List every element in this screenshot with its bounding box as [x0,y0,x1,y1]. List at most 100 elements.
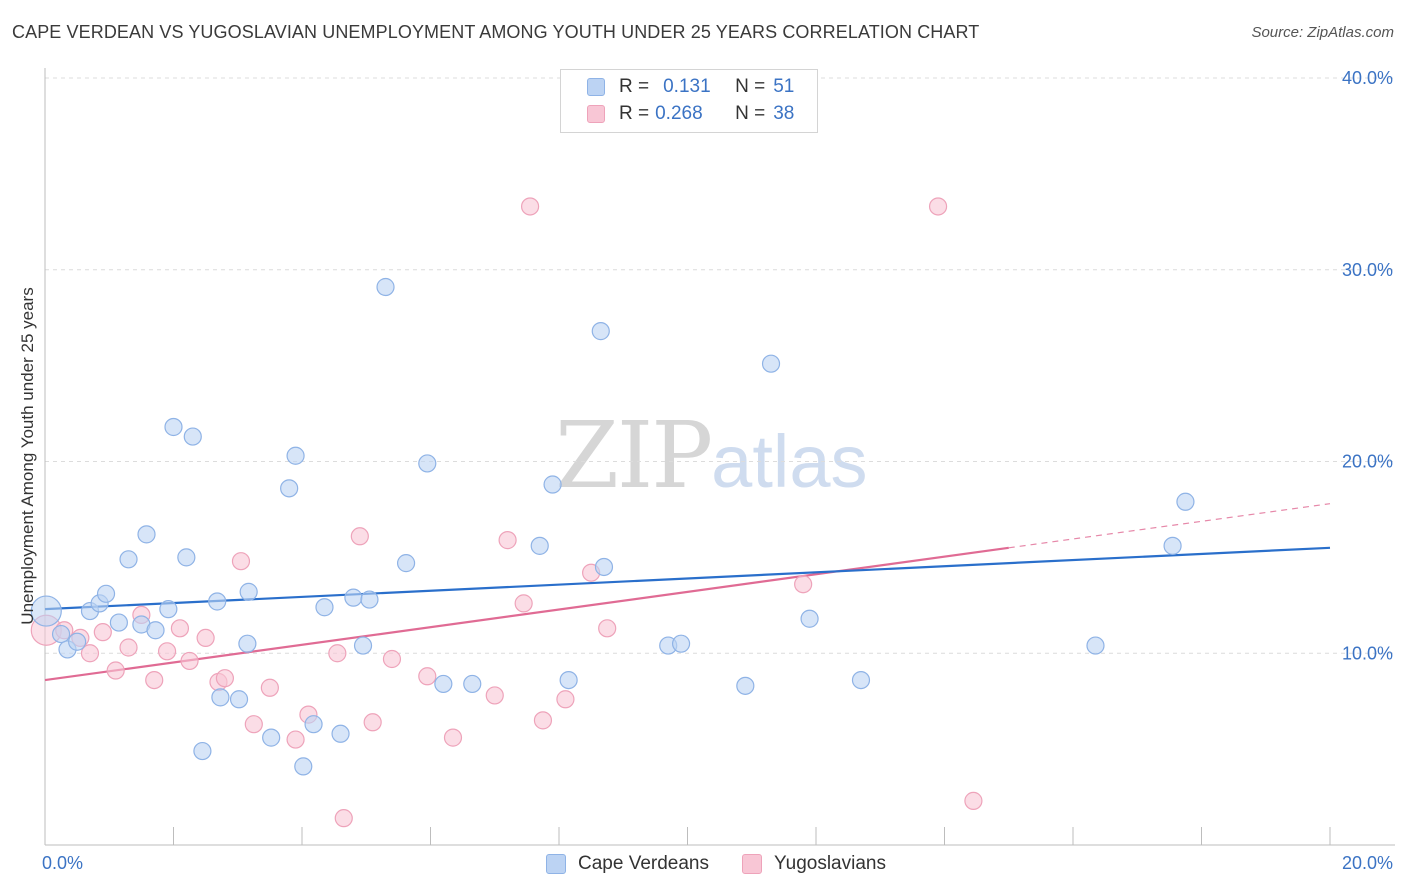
point-cape-verdeans [51,624,71,644]
point-cape-verdeans [229,690,249,709]
point-yugoslavians [93,623,112,642]
bottom-legend-yugoslavians: Yugoslavians [742,852,886,876]
bottom-legend-label-yugoslavians: Yugoslavians [774,853,886,874]
point-yugoslavians [106,661,125,680]
point-cape-verdeans [331,724,350,743]
point-cape-verdeans [594,557,614,577]
point-cape-verdeans [559,670,578,690]
y-axis-label: Unemployment Among Youth under 25 years [18,287,37,624]
point-yugoslavians [794,575,813,594]
x-tick-label: 0.0% [42,853,83,873]
point-yugoslavians [498,531,517,550]
point-yugoslavians [363,713,382,732]
legend-row-cape-verdeans: R = 0.131 N = 51 [587,74,794,100]
point-yugoslavians [157,642,177,661]
point-yugoslavians [598,619,617,638]
point-yugoslavians [119,638,138,657]
point-cape-verdeans [800,609,819,628]
point-cape-verdeans [137,525,156,544]
point-yugoslavians [180,651,199,671]
legend-n-value: 51 [773,76,795,97]
point-yugoslavians [80,644,100,663]
point-cape-verdeans [434,674,453,694]
point-yugoslavians [485,686,504,705]
point-cape-verdeans [119,550,138,569]
legend-swatch-yugoslavians [587,105,605,123]
point-yugoslavians [520,197,540,216]
point-cape-verdeans [1176,492,1195,511]
legend-swatch-cape-verdeans [587,78,605,96]
point-yugoslavians [286,730,305,749]
point-cape-verdeans [304,715,323,734]
point-yugoslavians [533,711,553,730]
y-tick-label: 10.0% [1342,643,1393,663]
point-cape-verdeans [30,595,62,627]
point-cape-verdeans [344,588,363,607]
point-cape-verdeans [146,621,165,640]
point-cape-verdeans [109,613,128,632]
point-yugoslavians [964,791,983,810]
point-cape-verdeans [463,674,482,694]
point-cape-verdeans [208,592,227,611]
point-cape-verdeans [280,479,299,498]
y-tick-label: 20.0% [1342,452,1393,472]
point-cape-verdeans [360,590,379,609]
axes [44,68,1395,846]
point-cape-verdeans [193,741,212,761]
legend-r-value: 0.268 [655,103,703,124]
point-cape-verdeans [294,757,313,776]
chart-title: CAPE VERDEAN VS YUGOSLAVIAN UNEMPLOYMENT… [12,22,980,42]
point-cape-verdeans [543,475,562,494]
point-yugoslavians [260,678,279,697]
point-cape-verdeans [761,354,781,373]
point-yugoslavians [443,728,463,747]
point-cape-verdeans [591,322,610,341]
point-cape-verdeans [68,632,87,651]
legend-r-label: R = [619,103,650,124]
legend-r-value: 0.131 [663,76,711,97]
y-tick-label: 40.0% [1342,68,1393,88]
point-cape-verdeans [671,634,691,653]
legend-n-label: N = [735,76,766,97]
y-tick-label: 30.0% [1342,260,1393,280]
point-cape-verdeans [159,600,178,619]
legend-r-label: R = [619,76,650,97]
correlation-legend: R = 0.131 N = 51 R = 0.268 N = 38 [560,69,818,133]
trend-line-cape-verdeans [44,546,1331,611]
point-cape-verdeans [851,670,871,690]
point-cape-verdeans [1163,536,1182,555]
watermark-zip: ZIP [555,402,713,509]
point-cape-verdeans [286,446,305,465]
point-cape-verdeans [353,636,373,655]
point-cape-verdeans [376,277,395,297]
point-yugoslavians [382,649,402,669]
point-yugoslavians [928,197,948,216]
point-cape-verdeans [238,634,257,653]
x-tick-label: 20.0% [1342,853,1393,873]
point-yugoslavians [556,690,575,709]
point-yugoslavians [170,619,190,638]
point-cape-verdeans [211,688,230,707]
point-cape-verdeans [736,676,755,695]
bottom-legend-swatch-cape-verdeans [546,854,566,874]
point-cape-verdeans [96,584,116,603]
point-cape-verdeans [164,417,183,437]
point-yugoslavians [350,527,369,546]
point-cape-verdeans [315,598,334,617]
bottom-legend-swatch-yugoslavians [742,854,762,874]
point-yugoslavians [244,715,263,734]
point-yugoslavians [334,809,353,828]
point-cape-verdeans [396,554,416,573]
point-yugoslavians [328,644,347,663]
points-cape-verdeans [30,277,1195,776]
y-tick-labels: 10.0% 20.0% 30.0% 40.0% [1342,68,1393,663]
legend-n-value: 38 [773,103,795,124]
bottom-legend-cape-verdeans: Cape Verdeans [546,852,709,876]
point-cape-verdeans [183,427,202,446]
points-yugoslavians [30,197,983,828]
source-credit: Source: ZipAtlas.com [1251,24,1394,41]
point-yugoslavians [418,667,437,686]
watermark: ZIPatlas [555,402,867,509]
point-yugoslavians [514,594,533,613]
